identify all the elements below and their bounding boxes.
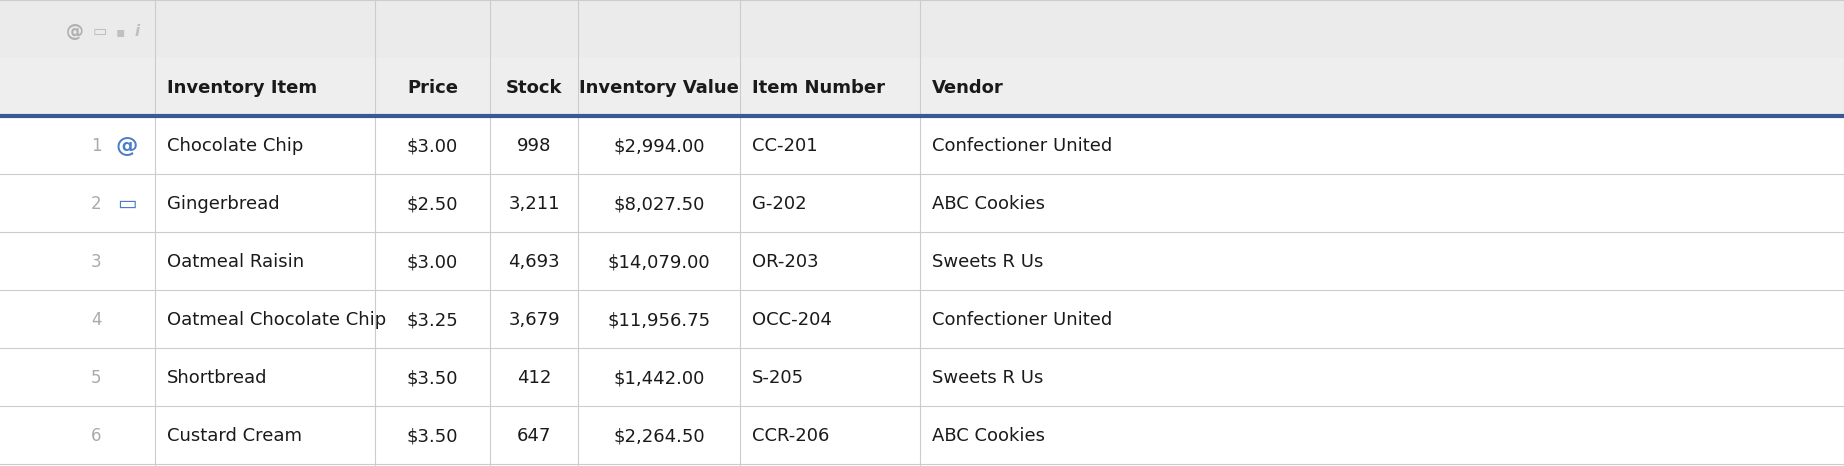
Text: 4: 4 [90,311,101,329]
Text: OCC-204: OCC-204 [752,311,832,329]
Text: $3.50: $3.50 [408,427,459,445]
Text: ▭: ▭ [118,194,136,214]
Text: $2,994.00: $2,994.00 [614,137,704,155]
Text: 647: 647 [516,427,551,445]
Text: 3,211: 3,211 [509,195,561,213]
Bar [0,406,1844,464]
Bar [0,464,1844,466]
Text: Custard Cream: Custard Cream [168,427,302,445]
Text: Gingerbread: Gingerbread [168,195,280,213]
Text: Stock: Stock [505,79,562,97]
Text: Oatmeal Chocolate Chip: Oatmeal Chocolate Chip [168,311,385,329]
Bar [0,348,1844,406]
Text: @: @ [66,23,85,41]
Text: CC-201: CC-201 [752,137,817,155]
Text: G-202: G-202 [752,195,806,213]
Text: OR-203: OR-203 [752,253,819,271]
Text: Price: Price [408,79,457,97]
Text: Sweets R Us: Sweets R Us [931,253,1044,271]
Bar [0,174,1844,232]
Text: ABC Cookies: ABC Cookies [931,427,1046,445]
Text: Inventory Item: Inventory Item [168,79,317,97]
Text: @: @ [116,136,138,156]
Text: $3.00: $3.00 [408,137,457,155]
Text: $3.25: $3.25 [408,311,459,329]
Text: 3,679: 3,679 [509,311,561,329]
Text: $1,442.00: $1,442.00 [614,369,704,387]
Text: 412: 412 [516,369,551,387]
Bar [0,0,1844,58]
Text: $8,027.50: $8,027.50 [614,195,704,213]
Text: Item Number: Item Number [752,79,885,97]
Text: Confectioner United: Confectioner United [931,311,1112,329]
Bar [0,290,1844,348]
Text: ▭: ▭ [92,24,107,40]
Text: $3.00: $3.00 [408,253,457,271]
Text: Confectioner United: Confectioner United [931,137,1112,155]
Text: ▪: ▪ [116,25,125,39]
Text: i: i [135,24,140,40]
Bar [0,58,1844,116]
Text: $3.50: $3.50 [408,369,459,387]
Text: Chocolate Chip: Chocolate Chip [168,137,304,155]
Text: Inventory Value: Inventory Value [579,79,739,97]
Text: 6: 6 [90,427,101,445]
Bar [0,116,1844,174]
Text: 3: 3 [90,253,101,271]
Bar [0,232,1844,290]
Text: $11,956.75: $11,956.75 [607,311,710,329]
Text: Sweets R Us: Sweets R Us [931,369,1044,387]
Text: ABC Cookies: ABC Cookies [931,195,1046,213]
Text: $2.50: $2.50 [408,195,459,213]
Text: 2: 2 [90,195,101,213]
Text: Oatmeal Raisin: Oatmeal Raisin [168,253,304,271]
Text: 1: 1 [90,137,101,155]
Text: $14,079.00: $14,079.00 [609,253,710,271]
Text: S-205: S-205 [752,369,804,387]
Text: 998: 998 [516,137,551,155]
Text: 4,693: 4,693 [509,253,561,271]
Text: Vendor: Vendor [931,79,1003,97]
Text: $2,264.50: $2,264.50 [614,427,704,445]
Text: CCR-206: CCR-206 [752,427,830,445]
Text: 5: 5 [90,369,101,387]
Text: Shortbread: Shortbread [168,369,267,387]
